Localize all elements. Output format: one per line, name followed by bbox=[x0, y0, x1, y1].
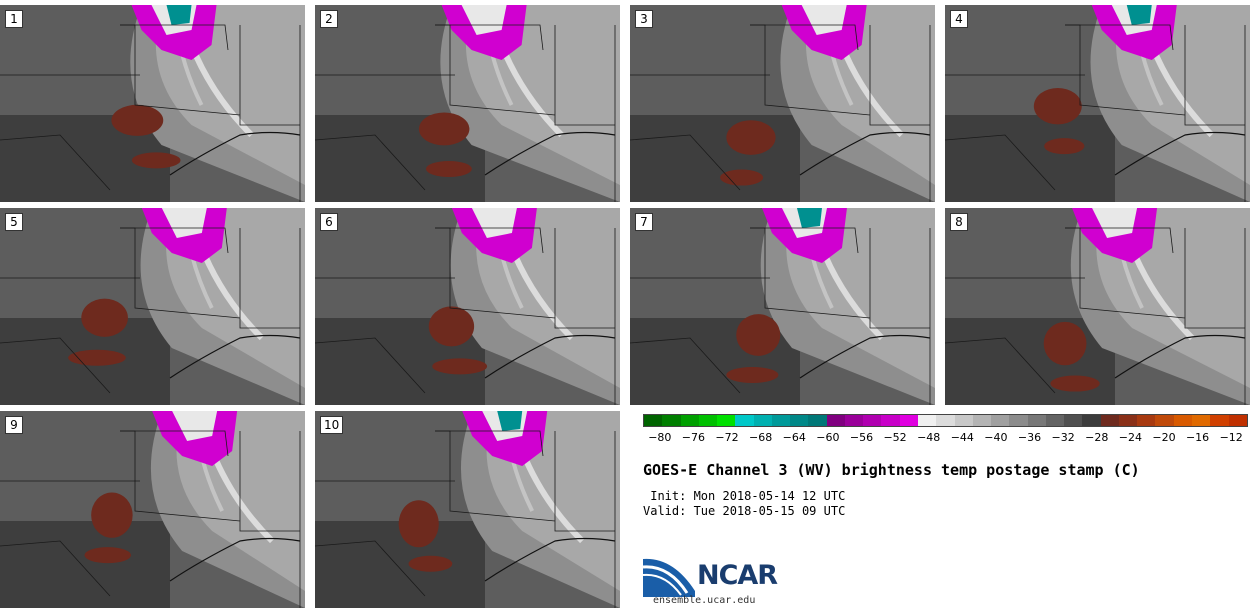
colorbar-tick-label: −28 bbox=[1085, 431, 1109, 444]
colorbar-tick-label: −60 bbox=[816, 431, 840, 444]
wv-map bbox=[630, 208, 935, 405]
colorbar-tick-label: −36 bbox=[1017, 431, 1042, 444]
colorbar-tick-label: −52 bbox=[883, 431, 907, 444]
colorbar-swatch bbox=[790, 415, 809, 426]
member-number: 1 bbox=[5, 10, 23, 28]
colorbar-swatch bbox=[826, 415, 845, 426]
colorbar-swatch bbox=[644, 415, 663, 426]
colorbar-swatch bbox=[1027, 415, 1046, 426]
colorbar-swatch bbox=[936, 415, 955, 426]
colorbar-tick-label: −32 bbox=[1051, 431, 1075, 444]
colorbar-swatch bbox=[771, 415, 791, 426]
colorbar-tick-label: −40 bbox=[984, 431, 1008, 444]
colorbar-swatch bbox=[1191, 415, 1211, 426]
colorbar-swatch bbox=[1045, 415, 1065, 426]
colorbar-legend: −80 −76 −72 −68 −64 −60 −56 −52 −48 −44 −40 −36 −32−… bbox=[643, 414, 1248, 448]
colorbar-swatch bbox=[698, 415, 718, 426]
colorbar-swatch bbox=[881, 415, 900, 426]
colorbar-swatch bbox=[1210, 415, 1229, 426]
product-title: GOES-E Channel 3 (WV) brightness temp po… bbox=[643, 461, 1140, 479]
colorbar-swatch bbox=[1118, 415, 1138, 426]
ncar-logo-icon bbox=[643, 558, 695, 597]
colorbar-tick-label: −76 bbox=[681, 431, 706, 444]
ensemble-member-panel: 10 bbox=[315, 411, 620, 608]
member-number: 9 bbox=[5, 416, 23, 434]
colorbar-swatch bbox=[1082, 415, 1101, 426]
ensemble-member-panel: 1 bbox=[0, 5, 305, 202]
colorbar-swatch bbox=[991, 415, 1010, 426]
member-number: 8 bbox=[950, 213, 968, 231]
colorbar-swatch bbox=[717, 415, 736, 426]
colorbar-swatch bbox=[808, 415, 827, 426]
colorbar-swatch bbox=[863, 415, 882, 426]
member-number: 10 bbox=[320, 416, 344, 434]
colorbar-swatch bbox=[972, 415, 992, 426]
wv-map bbox=[0, 208, 305, 405]
wv-map bbox=[315, 5, 620, 202]
colorbar-tick-label: −24 bbox=[1118, 431, 1142, 444]
logo-text: NCAR bbox=[697, 560, 778, 591]
colorbar-tick-label: −48 bbox=[917, 431, 941, 444]
ensemble-member-panel: 7 bbox=[630, 208, 935, 405]
wv-map bbox=[0, 5, 305, 202]
colorbar bbox=[643, 414, 1248, 427]
ensemble-member-panel: 9 bbox=[0, 411, 305, 608]
member-number: 4 bbox=[950, 10, 968, 28]
colorbar-swatch bbox=[954, 415, 973, 426]
ensemble-member-panel: 5 bbox=[0, 208, 305, 405]
wv-map bbox=[315, 208, 620, 405]
colorbar-tick-label: −20 bbox=[1152, 431, 1176, 444]
colorbar-tick-label: −56 bbox=[849, 431, 874, 444]
colorbar-swatch bbox=[735, 415, 754, 426]
colorbar-swatch bbox=[1155, 415, 1174, 426]
colorbar-ticks: −80 −76 −72 −68 −64 −60 −56 −52 −48 −44 −40 −36 −32−… bbox=[643, 428, 1248, 448]
colorbar-tick-label: −16 bbox=[1185, 431, 1210, 444]
member-number: 2 bbox=[320, 10, 338, 28]
colorbar-swatch bbox=[1173, 415, 1192, 426]
wv-map bbox=[315, 411, 620, 608]
colorbar-swatch bbox=[1064, 415, 1083, 426]
colorbar-tick-label: −64 bbox=[782, 431, 806, 444]
colorbar-tick-label: −44 bbox=[950, 431, 974, 444]
run-info: Init: Mon 2018-05-14 12 UTC Valid: Tue 2… bbox=[643, 489, 845, 519]
wv-map bbox=[630, 5, 935, 202]
colorbar-swatch bbox=[662, 415, 681, 426]
wv-map bbox=[0, 411, 305, 608]
ensemble-member-panel: 3 bbox=[630, 5, 935, 202]
wv-map bbox=[945, 5, 1250, 202]
colorbar-swatch bbox=[1100, 415, 1119, 426]
wv-map bbox=[945, 208, 1250, 405]
colorbar-swatch bbox=[753, 415, 772, 426]
member-number: 6 bbox=[320, 213, 338, 231]
colorbar-swatch bbox=[917, 415, 937, 426]
ensemble-member-panel: 2 bbox=[315, 5, 620, 202]
colorbar-swatch bbox=[899, 415, 918, 426]
ensemble-member-panel: 8 bbox=[945, 208, 1250, 405]
logo-url: ensemble.ucar.edu bbox=[653, 595, 756, 606]
colorbar-tick-label: −12 bbox=[1219, 431, 1243, 444]
colorbar-swatch bbox=[1009, 415, 1028, 426]
colorbar-tick-label: −80 bbox=[648, 431, 672, 444]
colorbar-swatch bbox=[844, 415, 864, 426]
ensemble-member-panel: 6 bbox=[315, 208, 620, 405]
ensemble-member-panel: 4 bbox=[945, 5, 1250, 202]
member-number: 3 bbox=[635, 10, 653, 28]
colorbar-swatch bbox=[680, 415, 699, 426]
colorbar-tick-label: −72 bbox=[715, 431, 739, 444]
colorbar-swatch bbox=[1137, 415, 1156, 426]
member-number: 5 bbox=[5, 213, 23, 231]
member-number: 7 bbox=[635, 213, 653, 231]
valid-time: Valid: Tue 2018-05-15 09 UTC bbox=[643, 504, 846, 518]
init-time: Init: Mon 2018-05-14 12 UTC bbox=[643, 489, 846, 503]
colorbar-swatch bbox=[1228, 415, 1247, 426]
colorbar-tick-label: −68 bbox=[749, 431, 773, 444]
